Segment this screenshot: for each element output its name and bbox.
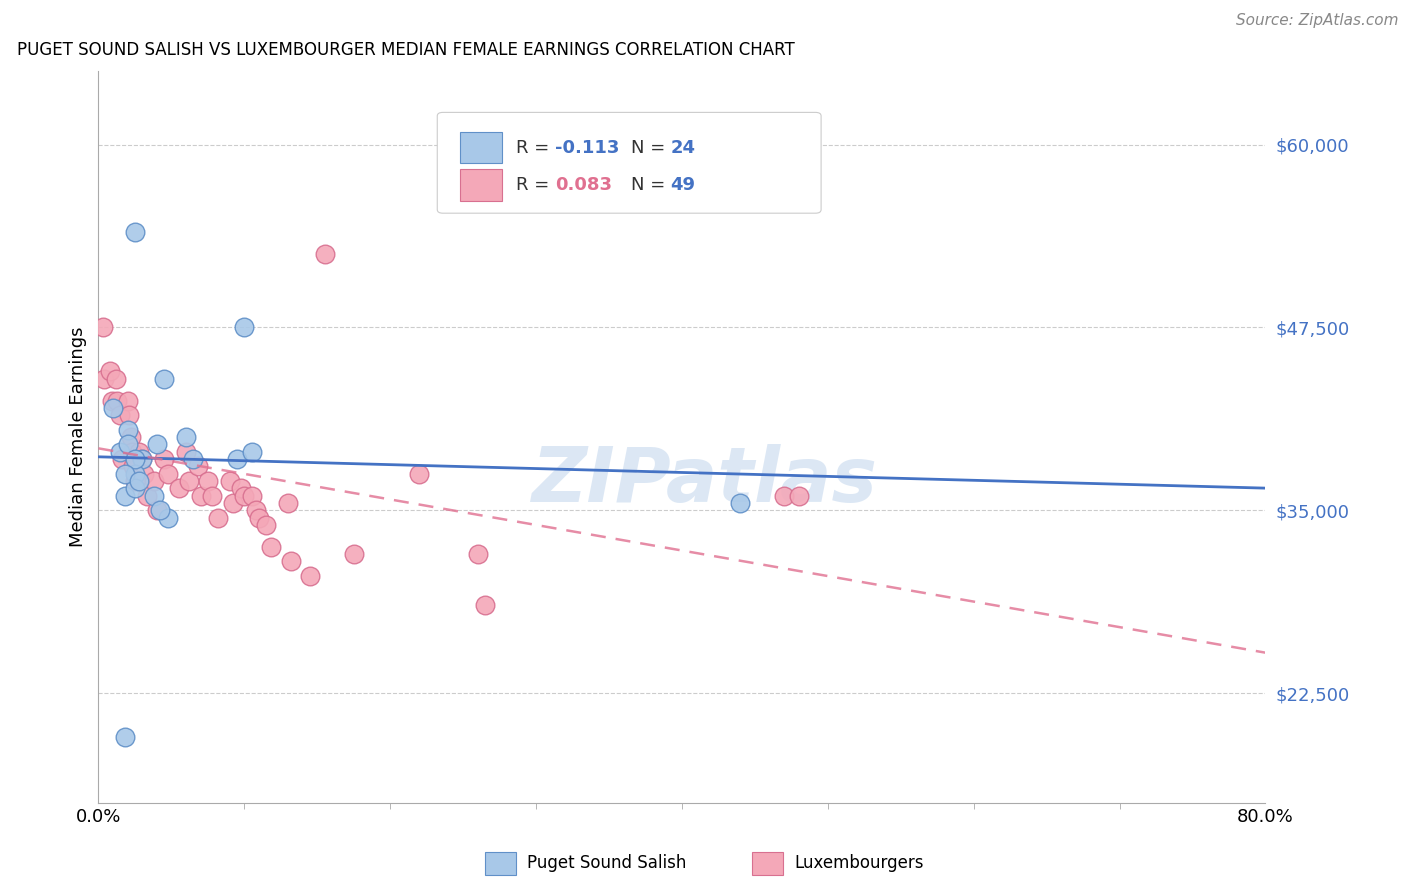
Point: [314, 247, 336, 261]
Point: [124, 481, 146, 495]
Point: [221, 496, 243, 510]
Point: [157, 467, 180, 481]
Point: [132, 467, 155, 481]
Point: [254, 517, 277, 532]
Text: 0.083: 0.083: [555, 176, 613, 194]
Text: -0.113: -0.113: [555, 138, 620, 157]
Point: [298, 569, 321, 583]
Point: [201, 489, 224, 503]
Point: [104, 371, 127, 385]
Point: [117, 437, 139, 451]
Text: ZIPatlas: ZIPatlas: [533, 444, 879, 518]
Point: [131, 452, 153, 467]
Point: [118, 408, 141, 422]
Point: [226, 452, 249, 467]
Point: [146, 437, 169, 451]
Point: [233, 489, 256, 503]
Point: [240, 444, 263, 458]
Point: [128, 444, 150, 458]
Text: Luxembourgers: Luxembourgers: [794, 855, 924, 872]
Point: [111, 452, 134, 467]
Point: [197, 474, 219, 488]
Text: 24: 24: [671, 138, 696, 157]
Point: [218, 474, 240, 488]
Point: [474, 599, 496, 613]
Text: Puget Sound Salish: Puget Sound Salish: [527, 855, 686, 872]
Point: [280, 554, 302, 568]
Point: [114, 489, 136, 503]
Point: [110, 444, 132, 458]
Point: [233, 320, 256, 334]
Point: [142, 474, 165, 488]
Point: [773, 489, 796, 503]
Point: [120, 430, 142, 444]
Point: [190, 489, 212, 503]
Point: [408, 467, 430, 481]
Point: [467, 547, 489, 561]
Point: [343, 547, 366, 561]
Text: R =: R =: [516, 176, 555, 194]
Point: [181, 452, 204, 467]
Point: [124, 225, 146, 239]
Point: [231, 481, 253, 495]
Point: [240, 489, 263, 503]
Point: [117, 393, 139, 408]
Point: [98, 364, 121, 378]
Point: [121, 444, 143, 458]
Point: [177, 474, 200, 488]
Point: [135, 489, 157, 503]
Point: [728, 496, 751, 510]
Point: [259, 540, 281, 554]
Point: [105, 393, 128, 408]
Point: [100, 393, 122, 408]
Point: [93, 371, 115, 385]
Point: [245, 503, 267, 517]
Point: [91, 320, 114, 334]
Text: R =: R =: [516, 138, 555, 157]
Point: [117, 423, 139, 437]
Point: [142, 489, 165, 503]
Point: [114, 730, 136, 744]
Point: [187, 459, 209, 474]
Text: 49: 49: [671, 176, 696, 194]
Point: [157, 510, 180, 524]
Point: [174, 444, 197, 458]
Text: Source: ZipAtlas.com: Source: ZipAtlas.com: [1236, 13, 1399, 29]
Text: PUGET SOUND SALISH VS LUXEMBOURGER MEDIAN FEMALE EARNINGS CORRELATION CHART: PUGET SOUND SALISH VS LUXEMBOURGER MEDIA…: [17, 41, 794, 59]
Point: [114, 467, 136, 481]
Point: [149, 503, 172, 517]
Point: [128, 474, 150, 488]
Point: [153, 452, 176, 467]
Point: [124, 452, 146, 467]
Point: [146, 503, 169, 517]
Point: [167, 481, 190, 495]
Point: [124, 474, 146, 488]
Point: [207, 510, 229, 524]
Point: [153, 371, 176, 385]
Point: [101, 401, 124, 415]
Text: N =: N =: [631, 138, 671, 157]
Y-axis label: Median Female Earnings: Median Female Earnings: [69, 326, 87, 548]
Point: [110, 408, 132, 422]
Point: [787, 489, 810, 503]
Point: [124, 467, 146, 481]
Point: [174, 430, 197, 444]
Point: [277, 496, 299, 510]
Point: [131, 452, 153, 467]
Point: [122, 459, 145, 474]
Text: N =: N =: [631, 176, 671, 194]
Point: [247, 510, 270, 524]
